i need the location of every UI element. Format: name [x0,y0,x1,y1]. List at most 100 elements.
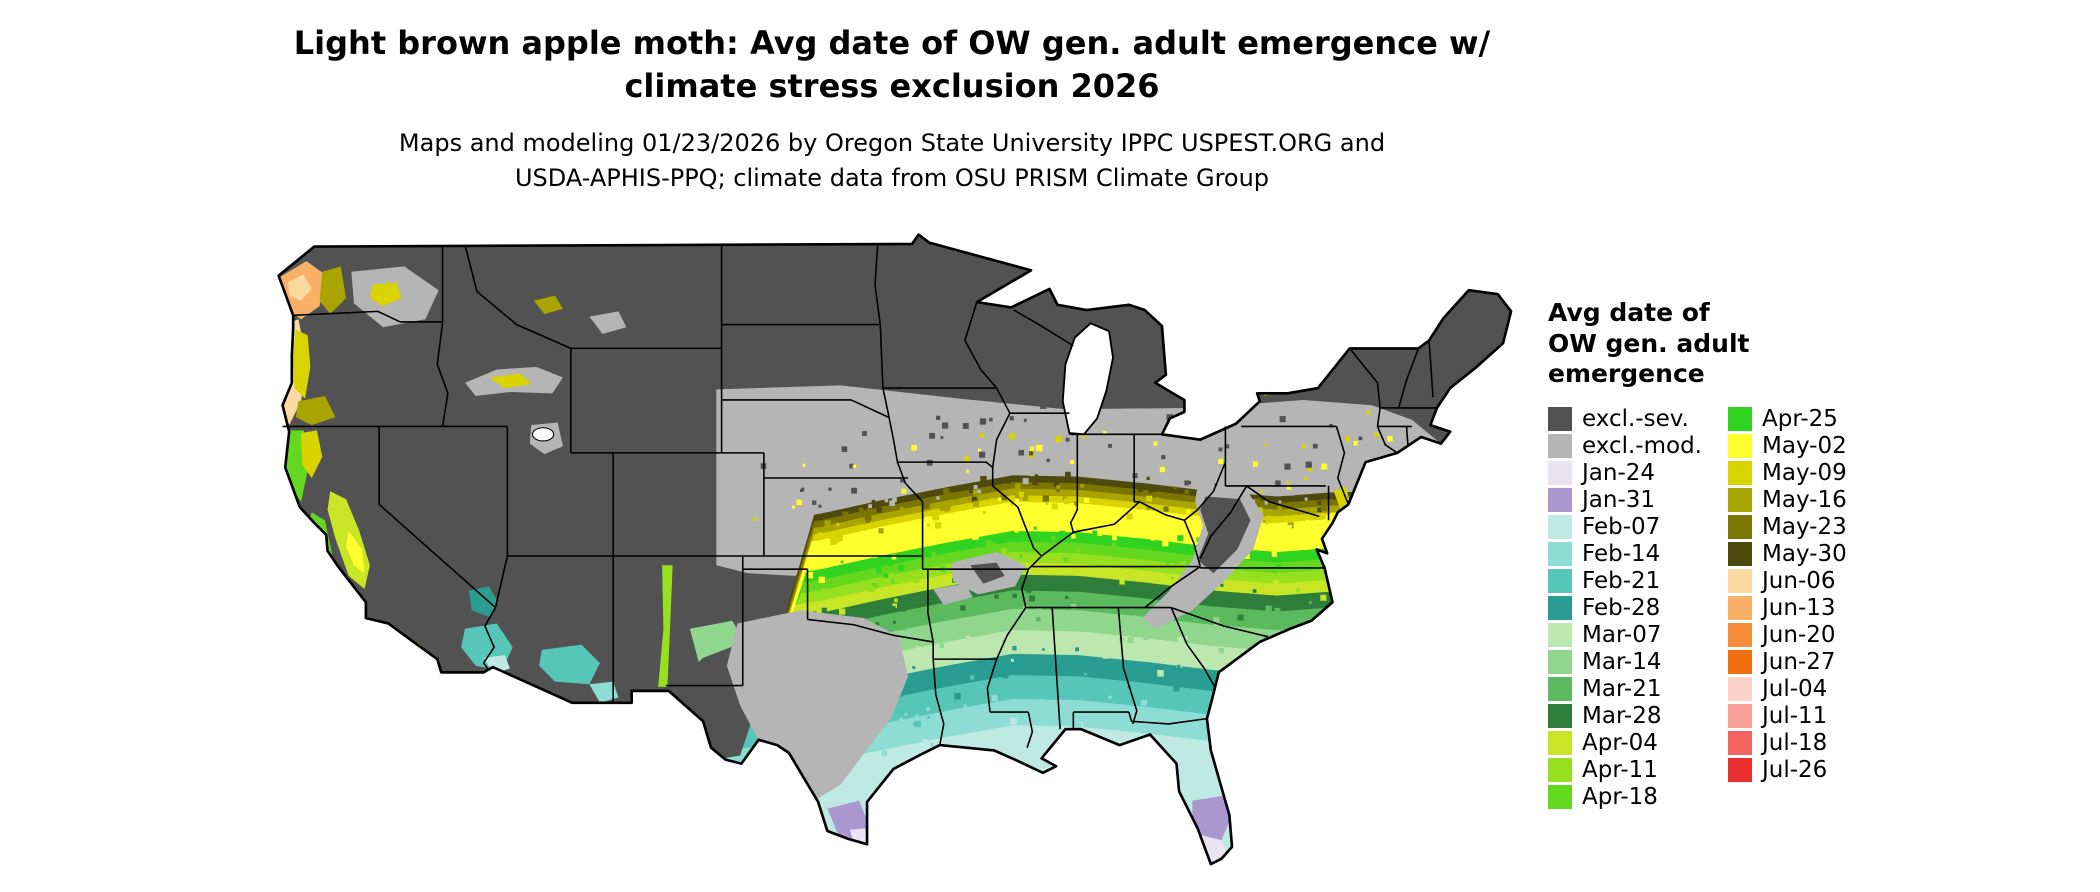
raster-speckle [1354,563,1359,568]
raster-speckle [1405,620,1412,626]
raster-speckle [1051,503,1058,510]
region-montana-olive [533,295,563,315]
raster-speckle [834,534,842,542]
raster-speckle [1173,685,1180,692]
raster-speckle [1446,691,1451,697]
raster-speckle [894,598,898,603]
raster-speckle [1159,466,1166,473]
raster-speckle [1224,444,1230,449]
raster-speckle [1044,694,1051,700]
raster-speckle [1273,590,1277,594]
raster-speckle [851,487,858,494]
raster-speckle [1304,497,1308,501]
raster-speckle [1426,561,1431,566]
raster-speckle [1387,436,1393,442]
raster-speckle [885,558,892,565]
raster-speckle [1073,486,1078,491]
raster-speckle [1386,519,1391,524]
raster-speckle [1466,606,1471,611]
raster-speckle [1356,604,1362,610]
raster-speckle [1184,489,1189,495]
raster-speckle [1462,674,1467,679]
raster-speckle [1453,583,1460,590]
legend-title: Avg date of OW gen. adult emergence [1548,298,1847,390]
raster-speckle [1409,491,1414,496]
raster-speckle [1218,648,1225,654]
raster-speckle [770,772,775,777]
raster-speckle [818,504,822,508]
raster-speckle [1132,615,1138,620]
raster-speckle [1156,687,1160,692]
us-emergence-map [272,232,1515,880]
legend-column-2: Apr-25 May-02 May-09 May-16 May-23 May-30 Jun-… [1728,406,1847,784]
raster-speckle [931,551,936,556]
raster-speckle [1286,677,1291,683]
raster-speckle [1075,647,1080,652]
raster-speckle [1100,494,1105,499]
legend-column-1: excl.-sev. excl.-mod. Jan-24 Jan-31 Feb-07 Fe… [1548,406,1702,811]
raster-speckle [1436,501,1442,508]
raster-speckle [992,542,996,546]
legend-row-feb28: Feb-28 [1548,595,1702,622]
raster-speckle [1161,455,1166,460]
raster-speckle [1111,542,1117,548]
raster-speckle [1353,440,1358,446]
raster-speckle [1187,481,1192,485]
raster-speckle [1289,495,1295,501]
legend-swatch-jan31 [1548,488,1572,512]
raster-speckle [1319,696,1325,701]
raster-speckle [948,538,952,542]
legend-label-jan24: Jan-24 [1582,460,1656,486]
raster-speckle [1501,682,1508,689]
raster-speckle [1487,551,1494,558]
raster-speckle [883,573,888,579]
raster-speckle [990,595,997,602]
legend-title-line3: emergence [1548,359,1705,388]
raster-speckle [1065,595,1069,600]
raster-speckle [1372,667,1380,674]
raster-speckle [1132,473,1138,478]
raster-speckle [1157,669,1164,677]
raster-speckle [982,511,986,514]
raster-speckle [1018,449,1025,456]
raster-speckle [866,507,871,512]
raster-speckle [1023,418,1027,422]
raster-speckle [1124,559,1131,567]
raster-speckle [911,444,917,451]
raster-speckle [1064,498,1070,505]
raster-speckle [1488,713,1492,718]
raster-speckle [1364,698,1371,705]
raster-speckle [1108,443,1112,448]
raster-speckle [1295,713,1302,720]
raster-speckle [1322,584,1329,591]
raster-speckle [1509,561,1512,567]
raster-speckle [1184,480,1190,486]
legend-row-excl_mod: excl.-mod. [1548,433,1702,460]
raster-speckle [749,754,754,758]
raster-speckle [1036,616,1041,622]
raster-speckle [1179,561,1186,568]
raster-speckle [1276,668,1284,676]
raster-speckle [892,603,897,609]
raster-speckle [954,692,961,700]
legend-label-mar14: Mar-14 [1582,649,1662,675]
legend-row-jan31: Jan-31 [1548,487,1702,514]
raster-speckle [1176,661,1183,668]
raster-speckle [878,528,884,534]
raster-speckle [1146,495,1153,502]
raster-speckle [1071,534,1076,539]
raster-speckle [1255,498,1261,504]
us-outline [277,233,1513,866]
raster-speckle [1029,471,1035,477]
raster-speckle [927,716,930,719]
legend-row-feb07: Feb-07 [1548,514,1702,541]
page-subtitle: Maps and modeling 01/23/2026 by Oregon S… [92,126,1692,196]
raster-speckle [999,615,1005,622]
legend-swatch-feb21 [1548,569,1572,593]
raster-speckle [1153,441,1158,446]
raster-speckle [891,605,896,610]
raster-speckle [942,422,949,429]
raster-speckle [759,771,763,775]
raster-speckle [1002,672,1009,679]
legend-row-may09: May-09 [1728,460,1847,487]
